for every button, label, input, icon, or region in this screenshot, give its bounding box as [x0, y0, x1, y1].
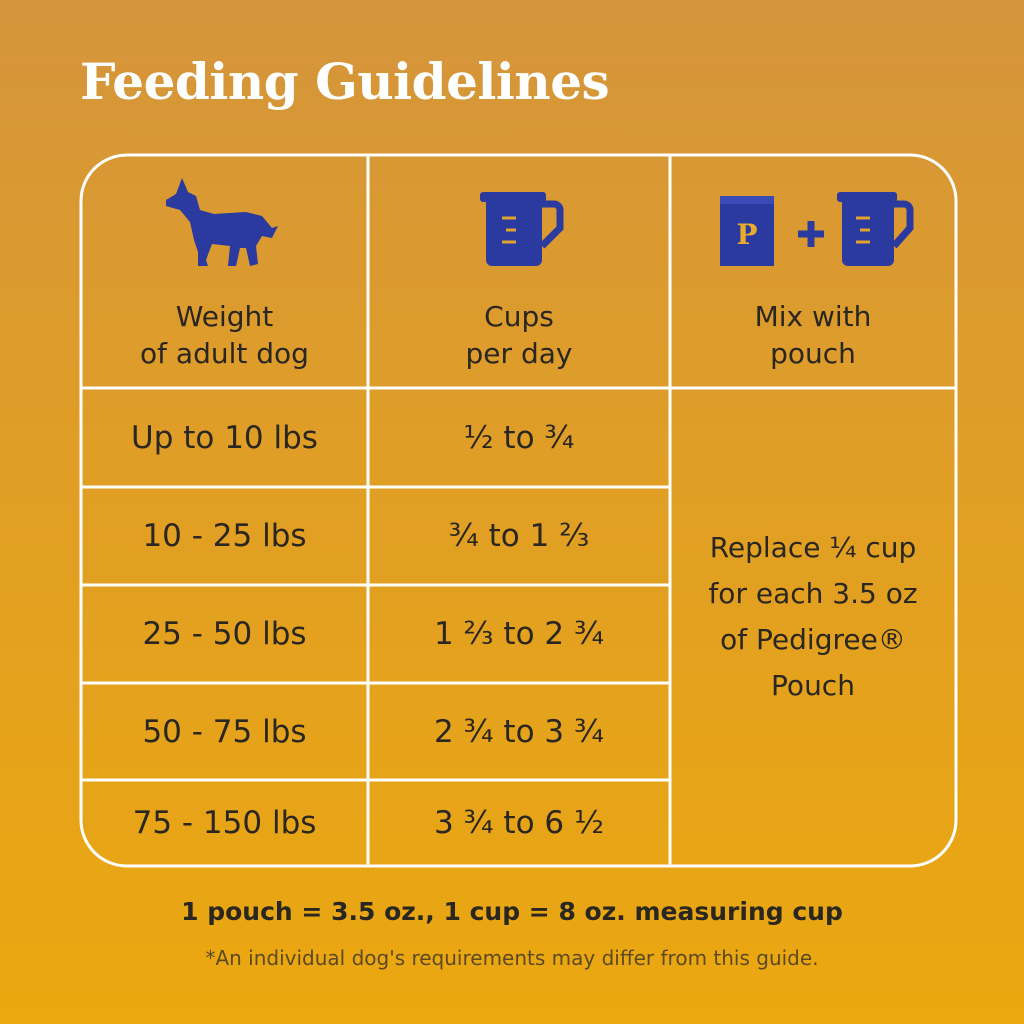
- cups-cell: 2 ¾ to 3 ¾: [433, 713, 605, 750]
- cups-cell: ½ to ¾: [463, 419, 575, 456]
- merged-line: for each 3.5 oz: [708, 577, 918, 610]
- pouch-icon: P: [720, 196, 774, 266]
- merged-line: Pouch: [771, 669, 855, 702]
- weight-cell: 25 - 50 lbs: [142, 616, 307, 652]
- plus-icon: [798, 221, 824, 247]
- header-line: Weight: [175, 300, 274, 333]
- header-line: per day: [465, 337, 573, 370]
- cup-icon: [480, 192, 564, 266]
- column-header: Cups per day: [368, 290, 670, 380]
- merged-line: Replace ¼ cup: [709, 531, 917, 564]
- table-border: [79, 153, 958, 868]
- footer-disclaimer: *An individual dog's requirements may di…: [205, 946, 819, 970]
- header-line: Cups: [484, 300, 554, 333]
- cup-icon-2: [837, 192, 914, 266]
- merged-cell: Replace ¼ cup for each 3.5 oz of Pedigree®…: [670, 388, 956, 846]
- grid-lines: [81, 155, 956, 866]
- title: Feeding Guidelines: [80, 52, 610, 111]
- dog-icon: [166, 178, 278, 266]
- header-line: Mix with: [754, 300, 872, 333]
- weight-cell: 50 - 75 lbs: [142, 713, 307, 750]
- header-line: of adult dog: [140, 337, 309, 370]
- weight-cell: 10 - 25 lbs: [142, 518, 307, 554]
- column-header: Weight of adult dog: [81, 290, 368, 380]
- pouch-letter: P: [736, 218, 757, 251]
- cups-cell: 3 ¾ to 6 ½: [433, 805, 605, 841]
- cups-cell: 1 ⅔ to 2 ¾: [433, 616, 605, 652]
- header-line: pouch: [770, 337, 856, 370]
- weight-cell: 75 - 150 lbs: [132, 805, 317, 841]
- footer-note: 1 pouch = 3.5 oz., 1 cup = 8 oz. measuri…: [181, 897, 843, 926]
- merged-line: of Pedigree®: [720, 623, 906, 656]
- cups-cell: ¾ to 1 ⅔: [448, 518, 590, 554]
- column-header: Mix with pouch: [670, 290, 956, 380]
- weight-cell: Up to 10 lbs: [131, 419, 318, 456]
